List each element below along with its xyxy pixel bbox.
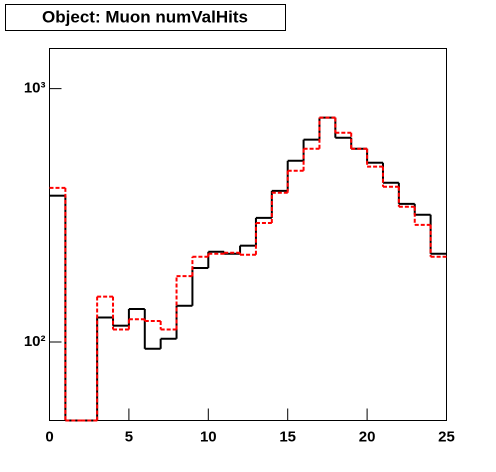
x-tick-label: 20: [359, 428, 376, 445]
x-tick-label: 25: [438, 428, 455, 445]
y-tick-label: 10³: [24, 80, 46, 97]
x-tick-label: 15: [279, 428, 296, 445]
chart-title: Object: Muon numValHits: [42, 7, 248, 26]
x-tick-label: 10: [200, 428, 217, 445]
plot-frame: [49, 48, 447, 421]
x-tick-label: 0: [45, 428, 53, 445]
title-box: [5, 4, 286, 31]
y-tick-label: 10²: [24, 333, 46, 350]
x-tick-label: 5: [125, 428, 133, 445]
